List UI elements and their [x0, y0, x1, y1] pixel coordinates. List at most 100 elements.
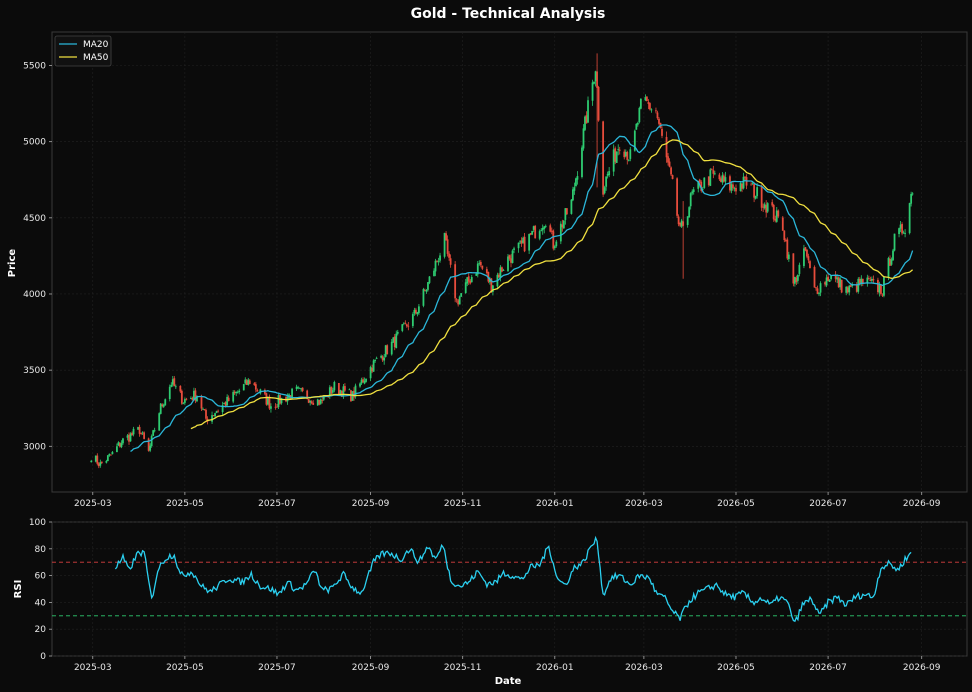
candle-body	[608, 171, 611, 176]
candle-body	[359, 383, 361, 387]
rsi-line-group	[114, 535, 912, 623]
candle-body	[858, 278, 861, 285]
candle-body	[300, 388, 303, 390]
price-plot-frame	[51, 31, 968, 493]
candle-body	[321, 399, 324, 401]
price-tick-label-x: 2025-03	[74, 499, 112, 509]
price-tick-label-x: 2025-11	[444, 499, 482, 509]
candle-body	[760, 186, 763, 208]
candle-body	[892, 250, 894, 261]
candle-body	[730, 184, 733, 191]
candle-body	[559, 223, 562, 242]
candle-body	[575, 178, 577, 187]
rsi-tick-label-x: 2026-09	[903, 663, 941, 673]
candle-body	[532, 226, 535, 230]
candle-body	[152, 430, 155, 436]
candle-body	[111, 451, 114, 455]
candle-body	[881, 294, 884, 296]
candle-body	[741, 183, 743, 189]
candle-body	[623, 151, 626, 158]
candle-body	[830, 275, 833, 280]
candle-body	[174, 386, 177, 388]
candle-body	[629, 149, 632, 159]
candle-body	[703, 177, 706, 188]
candle-body	[649, 103, 651, 110]
candle-body	[594, 71, 597, 82]
rsi-tick-label-y: 80	[35, 545, 47, 555]
candle-body	[318, 399, 321, 405]
candle-body	[245, 380, 248, 385]
candle-body	[232, 391, 235, 402]
candle-body	[369, 367, 372, 379]
price-tick-label-x: 2026-09	[903, 499, 941, 509]
candle-body	[100, 461, 103, 463]
candle-body	[709, 169, 712, 186]
candle-body	[190, 398, 192, 399]
candle-body	[723, 175, 725, 182]
candle-body	[374, 359, 377, 361]
rsi-tick-label-y: 60	[35, 572, 47, 582]
candle-body	[274, 406, 277, 408]
candle-body	[354, 385, 357, 397]
candle-body	[351, 391, 354, 401]
candle-body	[466, 277, 469, 284]
candle-body	[617, 149, 620, 151]
candle-body	[116, 446, 118, 453]
candle-body	[697, 181, 700, 189]
candle-body	[732, 184, 734, 189]
candle-body	[449, 258, 452, 265]
candle-body	[534, 225, 537, 239]
price-tick-label-y: 3500	[23, 366, 46, 376]
candle-body	[183, 399, 186, 403]
rsi-tick-label-y: 100	[29, 518, 46, 528]
candle-body	[469, 280, 472, 284]
candle-body	[544, 225, 547, 227]
candle-body	[337, 383, 340, 394]
candle-body	[193, 390, 195, 400]
candle-body	[644, 97, 647, 101]
candle-body	[254, 384, 257, 390]
price-grid	[52, 32, 967, 492]
candle-body	[478, 263, 481, 264]
legend: MA20 MA50	[54, 35, 112, 67]
candle-body	[816, 288, 819, 294]
candle-body	[603, 187, 606, 194]
candle-body	[633, 130, 636, 151]
candle-body	[265, 393, 268, 405]
candle-body	[297, 387, 300, 389]
price-y-axis-label: Price	[7, 249, 18, 278]
candle-body	[809, 261, 811, 269]
candle-body	[519, 241, 521, 243]
candle-body	[331, 390, 334, 393]
candle-body	[529, 233, 532, 235]
candle-body	[510, 258, 512, 263]
candle-body	[202, 408, 204, 410]
candle-body	[428, 276, 431, 283]
candle-body	[106, 455, 109, 462]
candle-body	[796, 274, 799, 281]
candle-body	[582, 128, 585, 149]
candle-body	[667, 156, 669, 163]
candle-body	[319, 399, 322, 404]
candle-body	[298, 388, 301, 389]
price-moving-averages	[130, 124, 914, 452]
rsi-tick-label-x: 2026-01	[536, 663, 574, 673]
candle-body	[636, 122, 639, 125]
candle-body	[661, 128, 663, 136]
candle-body	[531, 230, 534, 235]
candle-body	[869, 279, 872, 281]
candle-body	[739, 183, 742, 192]
candle-body	[401, 324, 404, 331]
candle-body	[122, 438, 124, 444]
candle-body	[248, 380, 251, 384]
candle-body	[581, 147, 583, 177]
candle-body	[597, 86, 600, 121]
candle-body	[223, 402, 226, 405]
candle-body	[772, 204, 775, 220]
candle-body	[445, 233, 447, 241]
candle-body	[860, 278, 863, 284]
candle-body	[467, 276, 470, 282]
candle-body	[839, 278, 842, 288]
candle-body	[721, 175, 724, 183]
price-x-ticks: 2025-03 2025-05 2025-07 2025-09 2025-11 2026-…	[74, 492, 941, 509]
